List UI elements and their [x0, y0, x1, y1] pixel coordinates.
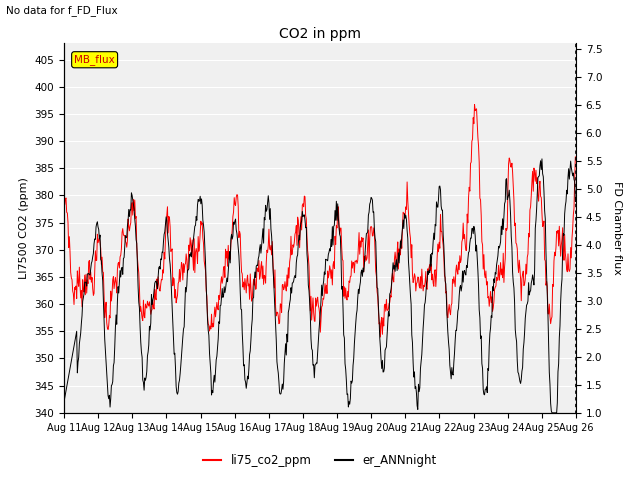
Text: MB_flux: MB_flux	[74, 54, 115, 65]
Text: No data for f_FD_Flux: No data for f_FD_Flux	[6, 5, 118, 16]
Legend: li75_co2_ppm, er_ANNnight: li75_co2_ppm, er_ANNnight	[199, 449, 441, 472]
Y-axis label: LI7500 CO2 (ppm): LI7500 CO2 (ppm)	[19, 177, 29, 279]
Title: CO2 in ppm: CO2 in ppm	[279, 27, 361, 41]
Y-axis label: FD Chamber flux: FD Chamber flux	[612, 181, 622, 275]
